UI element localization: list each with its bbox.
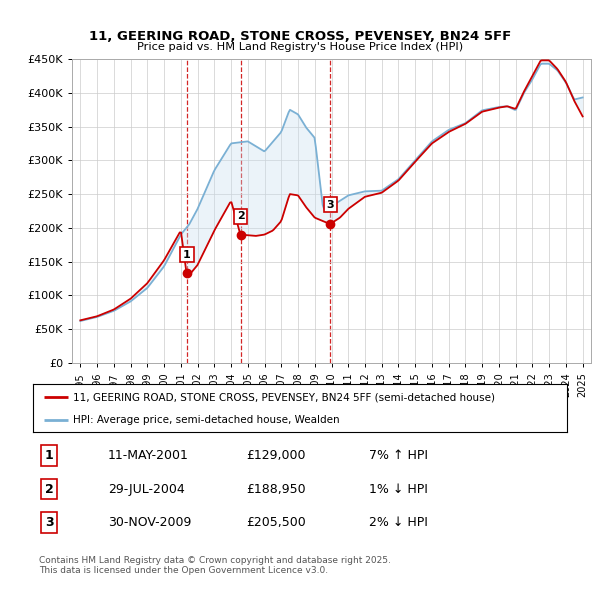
Text: 11, GEERING ROAD, STONE CROSS, PEVENSEY, BN24 5FF (semi-detached house): 11, GEERING ROAD, STONE CROSS, PEVENSEY,… bbox=[73, 392, 495, 402]
Text: 1% ↓ HPI: 1% ↓ HPI bbox=[370, 483, 428, 496]
Text: 1: 1 bbox=[183, 250, 191, 260]
Text: 1: 1 bbox=[44, 449, 53, 462]
Text: Price paid vs. HM Land Registry's House Price Index (HPI): Price paid vs. HM Land Registry's House … bbox=[137, 42, 463, 52]
Text: 2: 2 bbox=[44, 483, 53, 496]
Text: 3: 3 bbox=[326, 199, 334, 209]
Text: 3: 3 bbox=[45, 516, 53, 529]
Text: 2: 2 bbox=[237, 211, 244, 221]
Text: 11, GEERING ROAD, STONE CROSS, PEVENSEY, BN24 5FF: 11, GEERING ROAD, STONE CROSS, PEVENSEY,… bbox=[89, 30, 511, 43]
Text: £205,500: £205,500 bbox=[247, 516, 307, 529]
Text: 2% ↓ HPI: 2% ↓ HPI bbox=[370, 516, 428, 529]
Text: Contains HM Land Registry data © Crown copyright and database right 2025.
This d: Contains HM Land Registry data © Crown c… bbox=[39, 556, 391, 575]
Text: £188,950: £188,950 bbox=[247, 483, 306, 496]
Text: £129,000: £129,000 bbox=[247, 449, 306, 462]
Text: 7% ↑ HPI: 7% ↑ HPI bbox=[370, 449, 428, 462]
Text: 29-JUL-2004: 29-JUL-2004 bbox=[108, 483, 185, 496]
Text: 11-MAY-2001: 11-MAY-2001 bbox=[108, 449, 188, 462]
Text: HPI: Average price, semi-detached house, Wealden: HPI: Average price, semi-detached house,… bbox=[73, 415, 340, 425]
Text: 30-NOV-2009: 30-NOV-2009 bbox=[108, 516, 191, 529]
